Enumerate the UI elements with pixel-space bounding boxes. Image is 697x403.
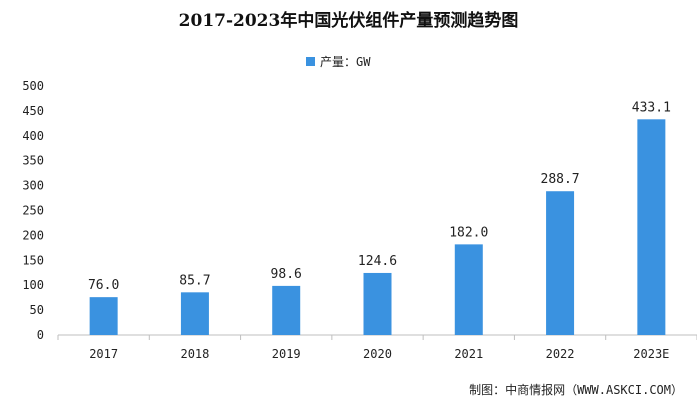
bar (272, 285, 301, 335)
y-tick-label: 250 (22, 204, 44, 218)
y-tick-label: 100 (22, 278, 44, 292)
chart-title: 2017-2023年中国光伏组件产量预测趋势图 (178, 11, 519, 31)
source-note: 制图：中商情报网（WWW.ASKCI.COM） (469, 383, 683, 397)
y-tick-label: 0 (37, 328, 44, 342)
data-label: 85.7 (179, 273, 210, 288)
y-tick-label: 300 (22, 179, 44, 193)
bar (637, 119, 666, 336)
data-label: 182.0 (449, 225, 488, 240)
bar (546, 191, 575, 335)
x-tick-label: 2018 (180, 347, 209, 361)
x-tick-label: 2021 (454, 347, 483, 361)
legend-label: 产量：GW (320, 54, 371, 69)
y-tick-label: 400 (22, 129, 44, 143)
x-tick-label: 2017 (89, 347, 118, 361)
data-label: 124.6 (358, 254, 397, 269)
data-label: 76.0 (88, 278, 119, 293)
x-tick-label: 2023E (633, 347, 669, 361)
bar (89, 297, 118, 335)
y-tick-label: 150 (22, 253, 44, 267)
bar (454, 244, 483, 335)
data-label: 288.7 (541, 172, 580, 187)
x-tick-label: 2022 (546, 347, 575, 361)
legend-swatch (306, 56, 315, 66)
data-label: 98.6 (271, 267, 302, 282)
y-tick-label: 50 (30, 303, 44, 317)
x-tick-label: 2020 (363, 347, 392, 361)
x-tick-label: 2019 (272, 347, 301, 361)
y-tick-label: 350 (22, 154, 44, 168)
bar (180, 292, 209, 335)
legend: 产量：GW (306, 54, 371, 69)
data-label: 433.1 (632, 100, 671, 115)
bar (363, 272, 392, 335)
y-tick-label: 200 (22, 228, 44, 242)
y-tick-label: 500 (22, 79, 44, 93)
y-tick-label: 450 (22, 104, 44, 118)
